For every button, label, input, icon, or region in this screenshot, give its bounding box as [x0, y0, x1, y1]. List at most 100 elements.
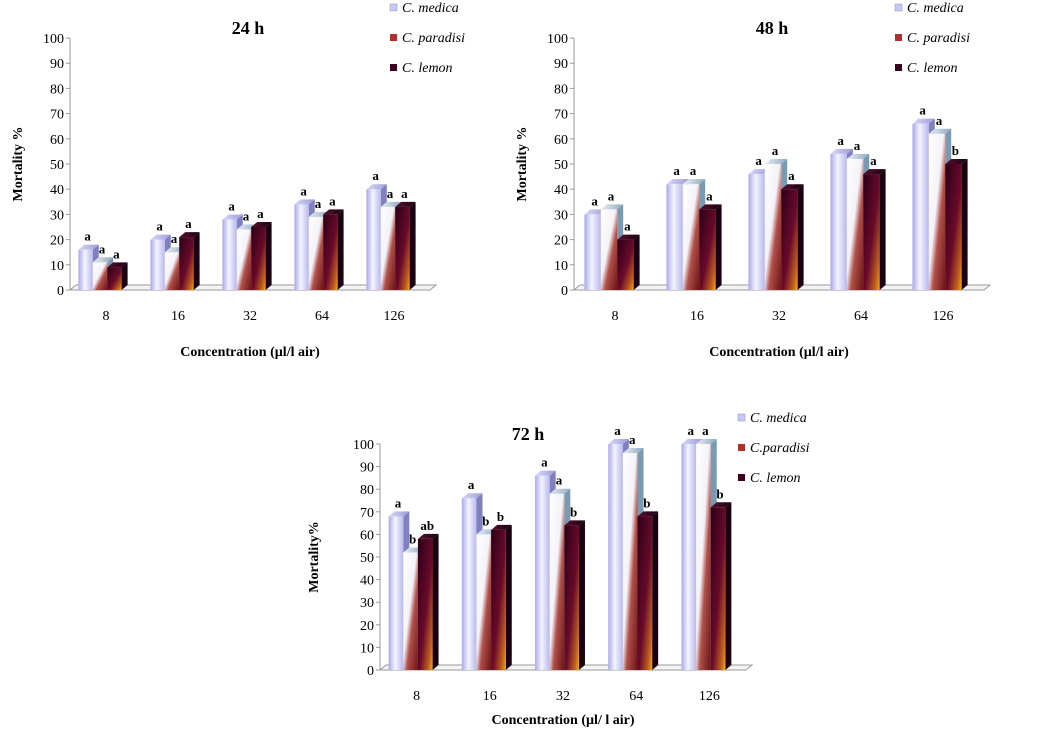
legend-swatch	[895, 34, 902, 41]
bar	[236, 229, 252, 290]
significance-label: a	[372, 168, 379, 183]
legend-swatch	[389, 3, 398, 12]
bar	[476, 534, 492, 670]
bar-top	[107, 262, 128, 268]
significance-label: a	[919, 103, 926, 118]
chart-title: 72 h	[512, 424, 545, 444]
significance-label: a	[755, 153, 762, 168]
bar	[164, 252, 180, 290]
bar	[846, 158, 864, 290]
x-tick-label: 8	[612, 309, 619, 324]
x-tick-label: 32	[556, 689, 570, 704]
y-axis-label: Mortality%	[307, 521, 322, 593]
legend-entry: C. lemon	[907, 61, 958, 76]
chart-72h: 0 10 20 30 40 50 60 70 80 90 100 72 h Concentration …	[307, 411, 810, 728]
x-tick-label: 64	[315, 309, 329, 324]
bar-side	[633, 234, 640, 290]
significance-label: a	[591, 193, 598, 208]
y-tick-label: 30	[554, 208, 568, 223]
y-tick-label: 70	[50, 108, 64, 123]
significance-label: ab	[420, 518, 434, 533]
significance-label: b	[952, 143, 959, 158]
bar	[584, 214, 601, 290]
significance-label: b	[570, 504, 577, 519]
bar	[637, 516, 653, 670]
bar-top	[388, 511, 410, 517]
significance-label: a	[113, 246, 120, 261]
y-axis-label: Mortality %	[515, 126, 530, 201]
bar-side	[432, 533, 439, 670]
bar	[696, 444, 711, 670]
bar-top	[699, 204, 722, 210]
x-tick-label: 8	[103, 309, 110, 324]
significance-label: a	[837, 133, 844, 148]
bar-top	[380, 201, 402, 207]
bar-side	[797, 184, 804, 290]
chart-title: 48 h	[756, 18, 789, 38]
bar	[600, 209, 618, 290]
y-tick-label: 20	[554, 234, 568, 249]
x-tick-label: 32	[243, 309, 257, 324]
y-tick-label: 0	[57, 284, 64, 299]
bar	[150, 239, 165, 290]
bar-top	[395, 201, 416, 207]
significance-label: a	[772, 143, 779, 158]
y-tick-label: 10	[554, 259, 568, 274]
bar-top	[549, 488, 571, 494]
x-tick-label: 64	[854, 309, 868, 324]
x-axis-label: Concentration (µl/l air)	[180, 345, 320, 360]
bar-top	[491, 524, 512, 530]
bar-top	[222, 214, 243, 220]
significance-label: a	[688, 423, 695, 438]
bar	[251, 227, 266, 290]
bar	[681, 444, 697, 670]
bar-top	[622, 448, 644, 454]
significance-label: a	[556, 473, 563, 488]
significance-label: a	[541, 455, 548, 470]
bar-top	[92, 257, 114, 263]
bar-top	[666, 179, 689, 185]
bar-top	[710, 502, 732, 508]
significance-label: a	[608, 188, 615, 203]
y-tick-label: 40	[50, 183, 64, 198]
bar-top	[366, 184, 387, 190]
bar-side	[725, 502, 732, 670]
bar-top	[608, 439, 629, 444]
bar-top	[928, 128, 952, 134]
bar-side	[652, 511, 659, 670]
significance-label: a	[395, 495, 402, 510]
bar	[417, 538, 433, 670]
y-tick-label: 20	[50, 234, 64, 249]
bar	[764, 164, 782, 290]
bar	[107, 267, 122, 290]
bar-side	[879, 169, 886, 290]
bar	[78, 249, 93, 290]
bar	[564, 525, 579, 670]
y-tick-label: 80	[554, 82, 568, 97]
y-tick-label: 60	[50, 133, 64, 148]
bar-top	[830, 148, 853, 154]
x-tick-label: 16	[171, 309, 185, 324]
bar	[608, 444, 623, 670]
bar-top	[682, 179, 706, 185]
significance-label: a	[702, 423, 709, 438]
bar-side	[193, 232, 200, 290]
chart-title: 24 h	[232, 18, 265, 38]
significance-label: b	[643, 495, 650, 510]
bar-top	[323, 209, 344, 215]
y-tick-label: 40	[360, 574, 374, 589]
legend-swatch	[895, 64, 902, 71]
legend-entry: C. paradisi	[402, 31, 465, 46]
bar-top	[764, 159, 788, 164]
bar-side	[265, 222, 272, 290]
significance-label: b	[716, 486, 723, 501]
y-tick-label: 0	[561, 284, 568, 299]
bar	[395, 206, 410, 290]
bar-top	[912, 118, 935, 124]
y-tick-label: 10	[360, 641, 374, 656]
chart-24h: 0 10 20 30 40 50 60 70 80 90 100 24 h Concentration …	[11, 1, 465, 360]
bar	[403, 552, 418, 670]
chart-48h: 0 10 20 30 40 50 60 70 80 90 100 48 h Concentration …	[515, 1, 992, 360]
significance-label: a	[243, 209, 250, 224]
